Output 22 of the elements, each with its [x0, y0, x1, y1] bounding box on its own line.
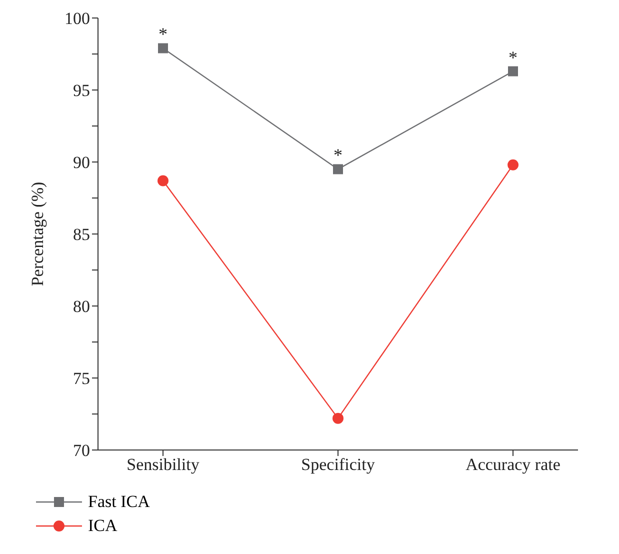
point	[332, 412, 344, 424]
x-tick-label: Specificity	[301, 455, 376, 474]
point	[508, 159, 518, 170]
point	[508, 66, 518, 76]
y-tick-label: 95	[73, 81, 90, 100]
y-tick-label: 80	[73, 297, 90, 316]
point	[158, 43, 168, 54]
y-tick-label: 100	[64, 9, 90, 28]
point	[333, 164, 343, 174]
x-tick-label: Accuracy rate	[466, 455, 560, 474]
x-tick-label: Sensibility	[126, 455, 200, 474]
point	[158, 175, 168, 186]
y-tick-label: 75	[73, 369, 90, 388]
y-tick-label: 85	[73, 225, 90, 244]
legend-label: ICA	[88, 516, 118, 536]
annotation: *	[158, 24, 168, 44]
y-tick-label: 70	[73, 441, 90, 460]
annotation: *	[508, 47, 518, 68]
y-axis-title: Percentage (%)	[28, 182, 48, 286]
annotation: *	[334, 145, 342, 166]
legend-label: Fast ICA	[88, 492, 150, 512]
y-tick-label: 90	[73, 153, 90, 172]
